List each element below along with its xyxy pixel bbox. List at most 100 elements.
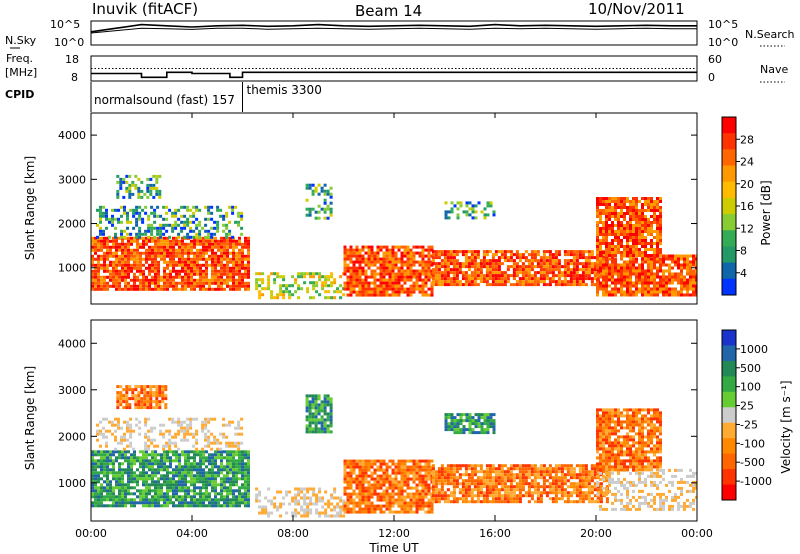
scatter-cell: [172, 504, 175, 508]
scatter-cell: [175, 471, 178, 475]
scatter-cell: [130, 278, 133, 282]
scatter-cell: [94, 242, 97, 246]
scatter-cell: [461, 277, 465, 281]
scatter-cell: [244, 269, 247, 273]
scatter-cell: [297, 493, 301, 497]
scatter-cell: [596, 287, 599, 291]
scatter-cell: [311, 418, 315, 422]
scatter-cell: [614, 230, 617, 233]
scatter-cell: [152, 195, 156, 199]
scatter-cell: [695, 269, 697, 273]
scatter-cell: [145, 278, 148, 282]
scatter-cell: [132, 447, 136, 451]
scatter-cell: [412, 290, 416, 294]
scatter-cell: [118, 504, 121, 508]
scatter-cell: [121, 450, 124, 454]
scatter-cell: [659, 227, 662, 230]
scatter-cell: [327, 514, 331, 518]
scatter-cell: [166, 254, 169, 258]
scatter-cell: [617, 218, 620, 221]
scatter-cell: [403, 507, 407, 511]
y-tick-label: 2000: [58, 218, 86, 231]
scatter-cell: [614, 215, 617, 218]
scatter-cell: [106, 483, 109, 487]
scatter-cell: [97, 266, 100, 270]
scatter-cell: [118, 278, 121, 282]
scatter-cell: [169, 459, 172, 463]
scatter-cell: [127, 477, 130, 481]
scatter-cell: [181, 483, 184, 487]
scatter-cell: [238, 284, 241, 288]
scatter-cell: [247, 257, 250, 261]
scatter-cell: [527, 280, 531, 284]
scatter-cell: [379, 468, 383, 472]
scatter-cell: [385, 257, 389, 261]
scatter-cell: [409, 486, 413, 490]
scatter-cell: [247, 251, 250, 255]
scatter-cell: [343, 245, 347, 249]
scatter-cell: [665, 257, 668, 261]
scatter-cell: [494, 262, 498, 266]
scatter-cell: [123, 211, 126, 215]
scatter-cell: [100, 501, 103, 505]
scatter-cell: [232, 239, 235, 243]
scatter-cell: [376, 507, 380, 511]
scatter-cell: [160, 477, 163, 481]
scatter-cell: [166, 242, 169, 246]
scatter-cell: [133, 257, 136, 261]
scatter-cell: [409, 260, 413, 264]
scatter-cell: [443, 277, 447, 281]
scatter-cell: [99, 205, 102, 209]
scatter-cell: [321, 511, 325, 515]
scatter-cell: [671, 272, 674, 276]
scatter-cell: [659, 287, 662, 291]
scatter-cell: [424, 260, 428, 264]
scatter-cell: [121, 477, 124, 481]
scatter-cell: [596, 284, 599, 288]
scatter-cell: [157, 504, 160, 508]
scatter-cell: [184, 459, 187, 463]
scatter-cell: [121, 498, 124, 502]
scatter-cell: [100, 462, 103, 466]
scatter-cell: [244, 242, 247, 246]
scatter-cell: [241, 242, 244, 246]
scatter-cell: [136, 269, 139, 273]
scatter-cell: [329, 210, 333, 214]
scatter-cell: [406, 275, 410, 279]
scatter-cell: [306, 496, 310, 500]
scatter-cell: [235, 504, 238, 508]
scatter-cell: [149, 177, 153, 181]
scatter-cell: [352, 477, 356, 481]
scatter-cell: [317, 397, 321, 401]
scatter-cell: [623, 272, 626, 276]
scatter-cell: [394, 272, 398, 276]
scatter-cell: [329, 430, 333, 434]
scatter-cell: [157, 284, 160, 288]
scatter-cell: [193, 260, 196, 264]
scatter-cell: [689, 269, 692, 273]
scatter-cell: [542, 277, 546, 281]
scatter-cell: [453, 204, 457, 208]
scatter-cell: [294, 514, 298, 518]
scatter-cell: [127, 263, 130, 267]
scatter-cell: [151, 269, 154, 273]
colorbar-swatch: [722, 149, 736, 167]
scatter-cell: [229, 257, 232, 261]
scatter-cell: [94, 284, 97, 288]
scatter-cell: [361, 257, 365, 261]
scatter-cell: [247, 266, 250, 270]
colorbar-swatch: [722, 214, 736, 231]
scatter-cell: [109, 486, 112, 490]
scatter-cell: [297, 272, 301, 276]
scatter-cell: [623, 275, 626, 279]
scatter-cell: [403, 510, 407, 514]
scatter-cell: [146, 186, 150, 190]
scatter-cell: [204, 435, 208, 439]
scatter-cell: [623, 215, 626, 218]
scatter-cell: [105, 444, 108, 448]
scatter-cell: [121, 248, 124, 252]
scatter-cell: [100, 287, 103, 291]
scatter-cell: [626, 206, 629, 209]
scatter-cell: [94, 492, 97, 496]
scatter-cell: [136, 242, 139, 246]
